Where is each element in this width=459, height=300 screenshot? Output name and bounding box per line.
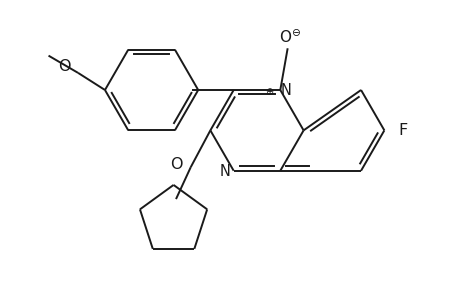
Text: O$^{\ominus}$: O$^{\ominus}$	[278, 29, 300, 46]
Text: $\oplus$: $\oplus$	[264, 86, 274, 98]
Text: N: N	[219, 164, 230, 179]
Text: N: N	[280, 83, 291, 98]
Text: O: O	[169, 157, 182, 172]
Text: F: F	[397, 123, 407, 138]
Text: O: O	[58, 59, 70, 74]
